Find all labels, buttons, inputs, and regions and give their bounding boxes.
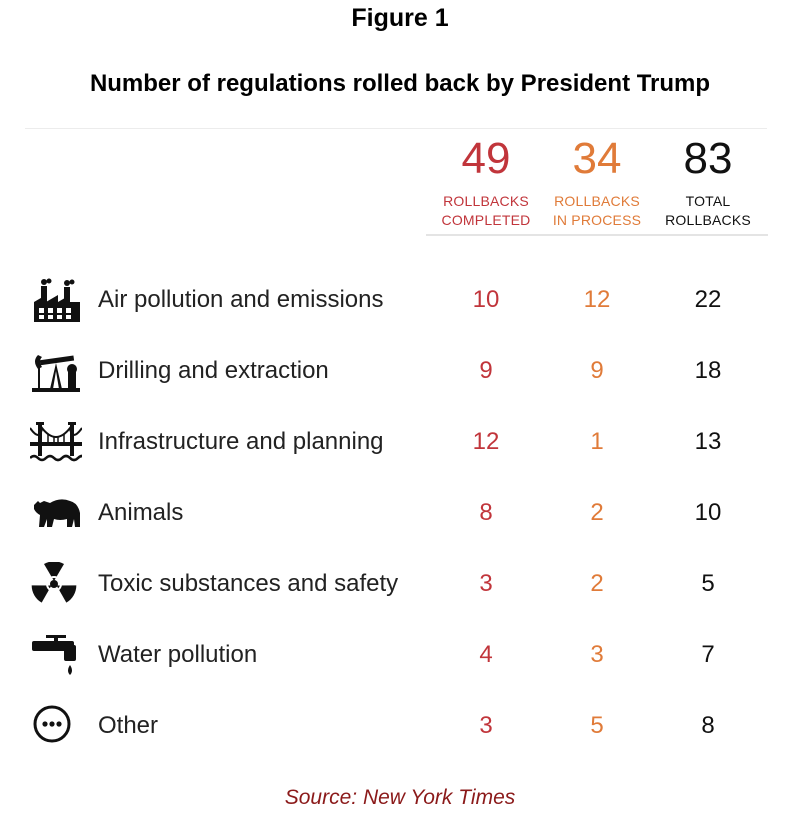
chart-title: Number of regulations rolled back by Pre… bbox=[89, 70, 711, 97]
summary-in-process: 34 ROLLBACKS IN PROCESS bbox=[537, 134, 657, 236]
in-process-label-line1: ROLLBACKS bbox=[554, 193, 640, 209]
row-label: Air pollution and emissions bbox=[98, 286, 384, 313]
in-process-value: 3 bbox=[590, 641, 604, 668]
total-value: 10 bbox=[694, 499, 722, 526]
row-label: Infrastructure and planning bbox=[98, 428, 384, 455]
total-value: 5 bbox=[701, 570, 715, 597]
bridge-icon bbox=[30, 422, 82, 462]
completed-total: 49 bbox=[461, 134, 511, 183]
table-row: Infrastructure and planning 12 1 13 bbox=[0, 412, 800, 472]
row-label: Other bbox=[98, 712, 159, 739]
summary-completed: 49 ROLLBACKS COMPLETED bbox=[426, 134, 546, 236]
ellipsis-circle-icon bbox=[33, 705, 71, 743]
oil-pump-icon bbox=[32, 355, 80, 392]
row-label: Toxic substances and safety bbox=[98, 570, 399, 597]
completed-value: 3 bbox=[479, 570, 493, 597]
completed-value: 12 bbox=[472, 428, 500, 455]
in-process-value: 5 bbox=[590, 712, 604, 739]
factory-icon bbox=[34, 278, 80, 322]
total-label-line2: ROLLBACKS bbox=[665, 212, 751, 228]
source-note: Source: New York Times bbox=[284, 786, 516, 809]
total-rollbacks: 83 bbox=[683, 134, 733, 183]
completed-value: 9 bbox=[479, 357, 493, 384]
completed-value: 10 bbox=[472, 286, 500, 313]
in-process-value: 2 bbox=[590, 499, 604, 526]
table-row: Water pollution 4 3 7 bbox=[0, 625, 800, 685]
top-divider bbox=[25, 128, 767, 129]
in-process-total: 34 bbox=[572, 134, 622, 183]
in-process-value: 2 bbox=[590, 570, 604, 597]
row-label: Animals bbox=[98, 499, 184, 526]
completed-value: 3 bbox=[479, 712, 493, 739]
total-divider bbox=[648, 234, 768, 236]
table-row: Other 3 5 8 bbox=[0, 696, 800, 756]
table-row: Drilling and extraction 9 9 18 bbox=[0, 341, 800, 401]
total-value: 8 bbox=[701, 712, 715, 739]
completed-label-line1: ROLLBACKS bbox=[443, 193, 529, 209]
completed-label-line2: COMPLETED bbox=[441, 212, 531, 228]
total-label-line1: TOTAL bbox=[685, 193, 731, 209]
in-process-divider bbox=[537, 234, 657, 236]
total-value: 7 bbox=[701, 641, 715, 668]
row-label: Drilling and extraction bbox=[98, 357, 329, 384]
completed-value: 8 bbox=[479, 499, 493, 526]
figure-label: Figure 1 bbox=[351, 4, 449, 32]
in-process-value: 9 bbox=[590, 357, 604, 384]
total-value: 18 bbox=[694, 357, 722, 384]
radiation-icon bbox=[31, 562, 77, 603]
in-process-value: 12 bbox=[583, 286, 611, 313]
faucet-icon bbox=[32, 635, 76, 675]
in-process-value: 1 bbox=[590, 428, 604, 455]
summary-total: 83 TOTAL ROLLBACKS bbox=[648, 134, 768, 236]
table-row: Animals 8 2 10 bbox=[0, 483, 800, 543]
row-label: Water pollution bbox=[98, 641, 258, 668]
table-row: Air pollution and emissions 10 12 22 bbox=[0, 270, 800, 330]
total-value: 22 bbox=[694, 286, 722, 313]
bear-icon bbox=[34, 499, 80, 527]
completed-value: 4 bbox=[479, 641, 493, 668]
in-process-label-line2: IN PROCESS bbox=[552, 212, 642, 228]
completed-divider bbox=[426, 234, 546, 236]
table-row: Toxic substances and safety 3 2 5 bbox=[0, 554, 800, 614]
total-value: 13 bbox=[694, 428, 722, 455]
